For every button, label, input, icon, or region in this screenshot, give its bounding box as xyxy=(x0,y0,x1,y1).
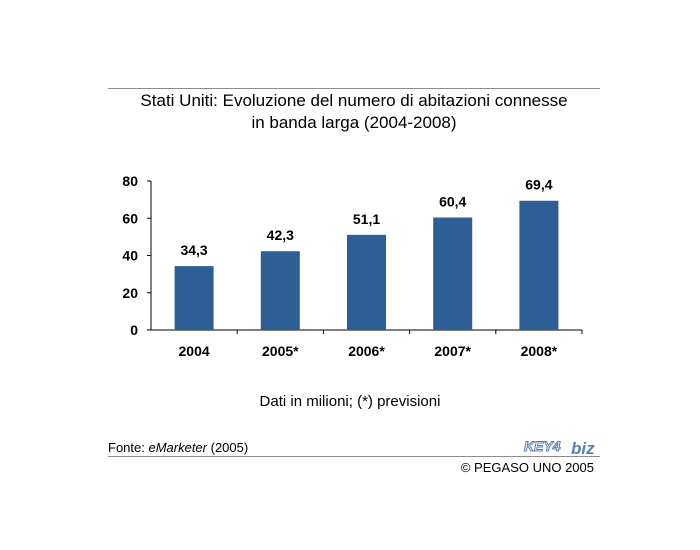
bar xyxy=(174,266,214,330)
bar-value-label: 69,4 xyxy=(525,177,552,193)
x-tick-label: 2007* xyxy=(434,343,471,359)
source-name: eMarketer xyxy=(148,440,207,455)
source-note: Fonte: eMarketer (2005) xyxy=(108,440,248,455)
bar xyxy=(519,200,559,330)
y-tick-label: 0 xyxy=(130,322,138,338)
y-tick-label: 20 xyxy=(122,285,138,301)
bar xyxy=(260,251,300,330)
logo-key-text: KEY4 xyxy=(524,438,561,454)
source-year: (2005) xyxy=(207,440,249,455)
units-note: Dati in milioni; (*) previsioni xyxy=(259,393,441,410)
x-tick-label: 2005* xyxy=(262,343,299,359)
bottom-rule xyxy=(108,456,600,457)
bar-value-label: 60,4 xyxy=(439,194,466,210)
key4biz-logo: KEY4 biz xyxy=(524,438,596,459)
chart-title-line-2: in banda larga (2004-2008) xyxy=(251,113,457,132)
bar-value-label: 51,1 xyxy=(353,211,380,227)
bar-value-label: 34,3 xyxy=(180,242,207,258)
chart-title: Stati Uniti: Evoluzione del numero di ab… xyxy=(108,90,600,134)
x-tick-label: 2006* xyxy=(348,343,385,359)
x-tick-label: 2004 xyxy=(179,343,210,359)
bar xyxy=(347,234,386,330)
bar xyxy=(433,217,473,330)
y-tick-label: 80 xyxy=(122,173,138,189)
top-rule xyxy=(108,88,600,89)
chart-title-line-1: Stati Uniti: Evoluzione del numero di ab… xyxy=(140,91,568,110)
copyright: © PEGASO UNO 2005 xyxy=(460,460,594,475)
source-prefix: Fonte: xyxy=(108,440,149,455)
bar-value-label: 42,3 xyxy=(267,227,294,243)
y-tick-label: 60 xyxy=(122,210,138,226)
x-tick-label: 2008* xyxy=(521,343,558,359)
logo-biz-text: biz xyxy=(571,439,595,458)
y-tick-label: 40 xyxy=(122,248,138,264)
